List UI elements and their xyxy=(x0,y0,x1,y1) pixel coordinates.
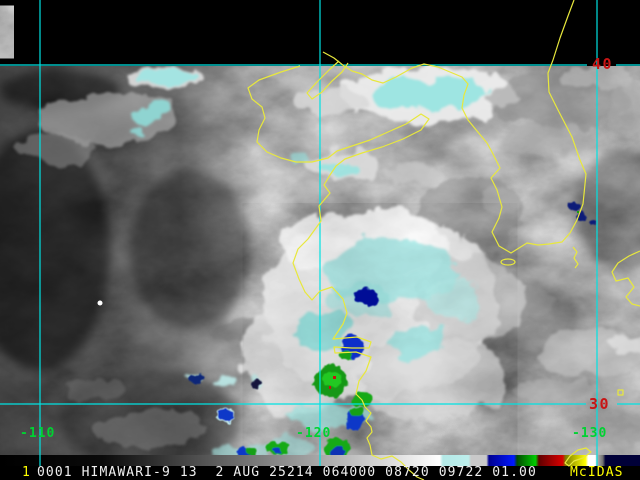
image-info-text: 0001 HIMAWARI-9 13 2 AUG 25214 064000 08… xyxy=(37,465,537,480)
hottest-top-pixel xyxy=(333,376,336,379)
mcidas-brand: McIDAS xyxy=(570,465,624,480)
hottest-top-pixel-2 xyxy=(329,386,331,389)
longitude-label-120: -120 xyxy=(296,426,332,441)
longitude-label-130: -130 xyxy=(572,426,608,441)
latitude-label-40: 40 xyxy=(592,55,614,73)
frame-number: 1 xyxy=(22,465,31,480)
satellite-image-layer xyxy=(0,66,640,455)
longitude-label-110: -110 xyxy=(20,426,56,441)
edge-cloud-patch xyxy=(0,8,13,56)
latitude-label-30: 30 xyxy=(589,395,611,413)
bright-cloud-dot xyxy=(97,300,103,306)
status-bar: 1 0001 HIMAWARI-9 13 2 AUG 25214 064000 … xyxy=(0,464,640,480)
